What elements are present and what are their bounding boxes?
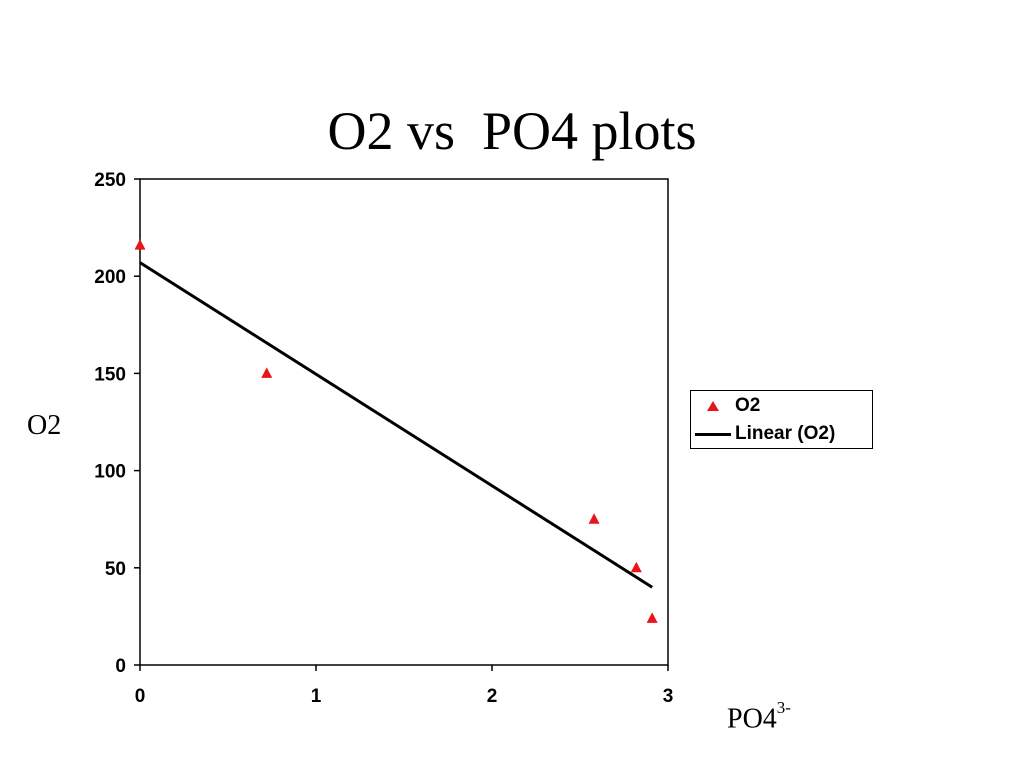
x-tick-label: 0 bbox=[135, 686, 146, 707]
x-axis-label-base: PO4 bbox=[727, 703, 777, 735]
x-axis-label: PO43- bbox=[727, 698, 791, 735]
legend-entry-o2: O2 bbox=[691, 393, 760, 419]
triangle-marker-icon bbox=[691, 400, 735, 412]
x-tick-label: 3 bbox=[663, 686, 674, 707]
legend-entry-linear: Linear (O2) bbox=[691, 421, 835, 447]
data-point-o2 bbox=[134, 239, 146, 250]
y-tick-label: 150 bbox=[94, 364, 126, 385]
legend-label-o2: O2 bbox=[735, 395, 761, 416]
legend-label-linear: Linear (O2) bbox=[735, 423, 836, 444]
x-tick-label: 1 bbox=[311, 686, 322, 707]
y-tick-label: 0 bbox=[115, 656, 126, 677]
legend: O2 Linear (O2) bbox=[690, 390, 873, 449]
data-point-o2 bbox=[261, 367, 273, 378]
data-point-o2 bbox=[646, 612, 658, 623]
chart-title: O2 vs PO4 plots bbox=[327, 101, 697, 161]
y-tick-label: 250 bbox=[94, 170, 126, 191]
line-marker-icon bbox=[691, 432, 735, 436]
x-tick-label: 2 bbox=[487, 686, 498, 707]
y-axis-label: O2 bbox=[27, 410, 62, 441]
x-axis-label-superscript: 3- bbox=[776, 698, 791, 717]
trendline-linear-o2 bbox=[139, 261, 653, 589]
data-point-o2 bbox=[630, 561, 642, 573]
y-tick-label: 200 bbox=[94, 267, 126, 288]
y-tick-label: 100 bbox=[94, 462, 126, 483]
plot-area-frame bbox=[139, 178, 669, 666]
data-point-o2 bbox=[588, 513, 600, 524]
y-tick-label: 50 bbox=[105, 559, 126, 580]
